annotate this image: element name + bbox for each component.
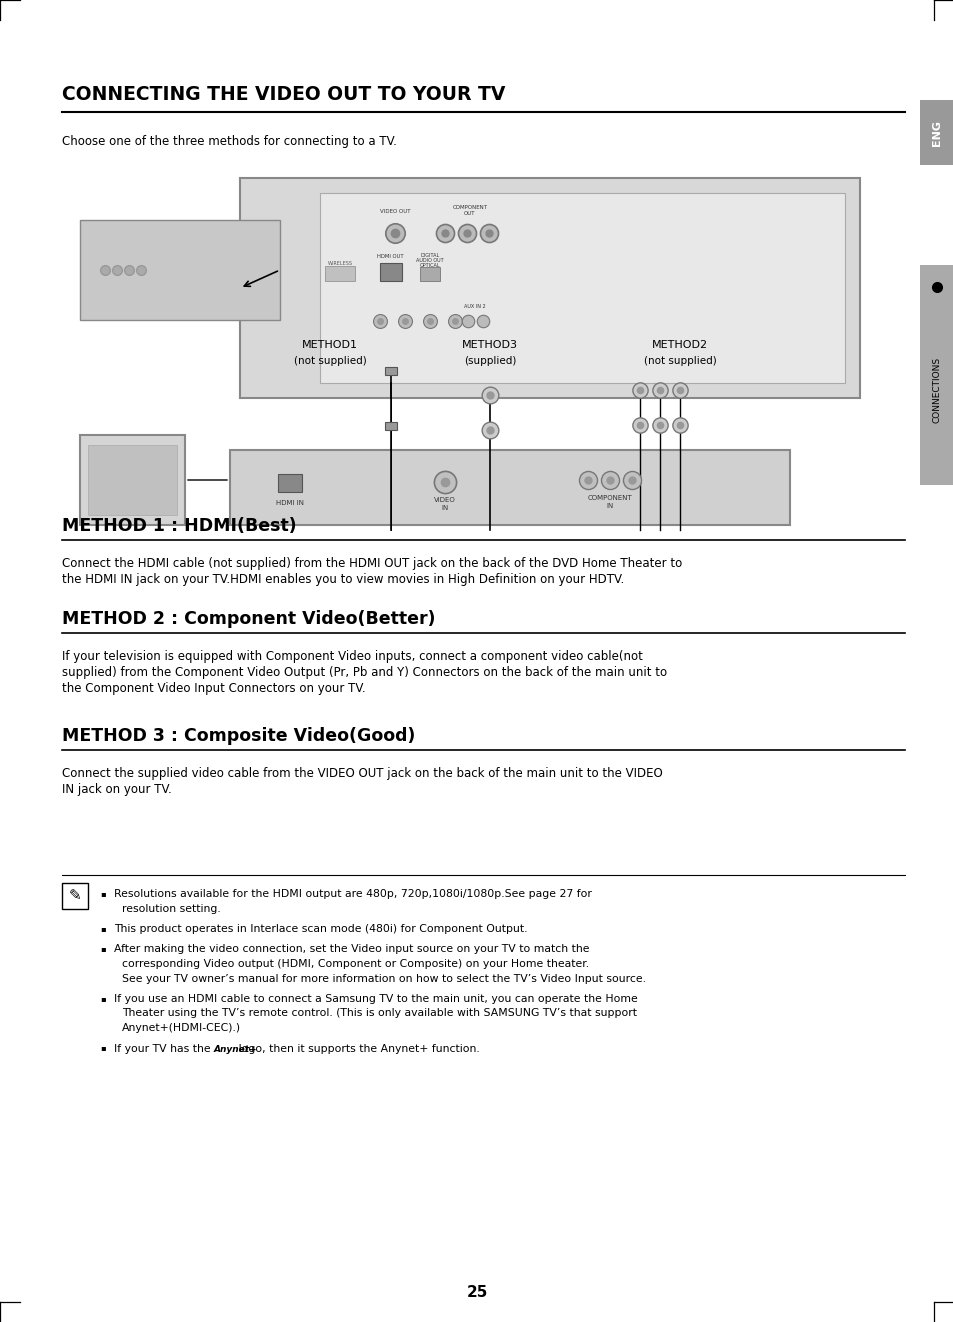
Text: If you use an HDMI cable to connect a Samsung TV to the main unit, you can opera: If you use an HDMI cable to connect a Sa… <box>113 994 638 1003</box>
Text: ▪: ▪ <box>100 924 106 933</box>
Bar <box>88 446 177 516</box>
Text: VIDEO OUT: VIDEO OUT <box>379 209 410 214</box>
Bar <box>62 883 88 910</box>
Text: OUT: OUT <box>464 212 476 215</box>
Bar <box>385 422 396 430</box>
Text: HDMI OUT: HDMI OUT <box>376 254 403 259</box>
Text: METHOD 2 : Component Video(Better): METHOD 2 : Component Video(Better) <box>62 609 435 628</box>
Bar <box>230 449 789 525</box>
Bar <box>240 178 859 398</box>
Text: IN: IN <box>606 502 613 509</box>
Text: (not supplied): (not supplied) <box>643 356 716 366</box>
Text: corresponding Video output (HDMI, Component or Composite) on your Home theater.: corresponding Video output (HDMI, Compon… <box>122 958 589 969</box>
Text: resolution setting.: resolution setting. <box>122 903 220 914</box>
Text: ▪: ▪ <box>100 944 106 953</box>
Text: HDMI IN: HDMI IN <box>275 500 304 506</box>
Bar <box>80 435 185 525</box>
Text: If your television is equipped with Component Video inputs, connect a component : If your television is equipped with Comp… <box>62 650 642 664</box>
Text: Connect the supplied video cable from the VIDEO OUT jack on the back of the main: Connect the supplied video cable from th… <box>62 767 662 780</box>
Text: supplied) from the Component Video Output (Pr, Pb and Y) Connectors on the back : supplied) from the Component Video Outpu… <box>62 666 666 680</box>
Text: the HDMI IN jack on your TV.HDMI enables you to view movies in High Definition o: the HDMI IN jack on your TV.HDMI enables… <box>62 572 623 586</box>
Text: Theater using the TV’s remote control. (This is only available with SAMSUNG TV’s: Theater using the TV’s remote control. (… <box>122 1009 637 1018</box>
Text: This product operates in Interlace scan mode (480i) for Component Output.: This product operates in Interlace scan … <box>113 924 527 935</box>
Text: DIGITAL: DIGITAL <box>420 253 439 258</box>
Text: (not supplied): (not supplied) <box>294 356 366 366</box>
Text: METHOD3: METHOD3 <box>461 340 517 350</box>
Bar <box>919 264 953 485</box>
Text: CONNECTING THE VIDEO OUT TO YOUR TV: CONNECTING THE VIDEO OUT TO YOUR TV <box>62 85 505 104</box>
Text: WIRELESS: WIRELESS <box>327 260 352 266</box>
Text: ▪: ▪ <box>100 994 106 1003</box>
Text: AUDIO OUT: AUDIO OUT <box>416 258 443 263</box>
Bar <box>919 100 953 165</box>
Text: Resolutions available for the HDMI output are 480p, 720p,1080i/1080p.See page 27: Resolutions available for the HDMI outpu… <box>113 888 591 899</box>
Text: Anynet+: Anynet+ <box>213 1044 257 1054</box>
Text: OPTICAL: OPTICAL <box>419 263 440 268</box>
Text: METHOD 1 : HDMI(Best): METHOD 1 : HDMI(Best) <box>62 517 296 535</box>
Bar <box>325 266 355 282</box>
Text: Connect the HDMI cable (not supplied) from the HDMI OUT jack on the back of the : Connect the HDMI cable (not supplied) fr… <box>62 557 681 570</box>
Bar <box>385 368 396 375</box>
Text: 25: 25 <box>466 1285 487 1300</box>
Text: After making the video connection, set the Video input source on your TV to matc: After making the video connection, set t… <box>113 944 589 954</box>
Text: the Component Video Input Connectors on your TV.: the Component Video Input Connectors on … <box>62 682 365 695</box>
Text: See your TV owner’s manual for more information on how to select the TV’s Video : See your TV owner’s manual for more info… <box>122 973 645 984</box>
Text: COMPONENT: COMPONENT <box>587 494 632 501</box>
Text: IN: IN <box>441 505 448 512</box>
Text: ▪: ▪ <box>100 1043 106 1052</box>
Bar <box>379 263 401 282</box>
Text: Choose one of the three methods for connecting to a TV.: Choose one of the three methods for conn… <box>62 135 396 148</box>
Text: METHOD1: METHOD1 <box>302 340 357 350</box>
Text: METHOD2: METHOD2 <box>651 340 707 350</box>
Text: ✎: ✎ <box>69 888 81 903</box>
Text: ▪: ▪ <box>100 888 106 898</box>
Bar <box>80 219 280 320</box>
Text: If your TV has the        logo, then it supports the Anynet+ function.: If your TV has the logo, then it support… <box>113 1043 479 1054</box>
Bar <box>277 475 302 492</box>
Text: COMPONENT: COMPONENT <box>452 205 487 210</box>
Text: ENG: ENG <box>931 119 941 145</box>
Bar <box>319 193 844 383</box>
Text: METHOD 3 : Composite Video(Good): METHOD 3 : Composite Video(Good) <box>62 727 415 746</box>
Text: (supplied): (supplied) <box>463 356 516 366</box>
Bar <box>419 267 439 282</box>
Text: VIDEO: VIDEO <box>434 497 456 502</box>
Text: IN jack on your TV.: IN jack on your TV. <box>62 783 172 796</box>
Text: Anynet+(HDMI-CEC).): Anynet+(HDMI-CEC).) <box>122 1023 241 1032</box>
Text: CONNECTIONS: CONNECTIONS <box>931 357 941 423</box>
Text: AUX IN 2: AUX IN 2 <box>464 304 485 309</box>
